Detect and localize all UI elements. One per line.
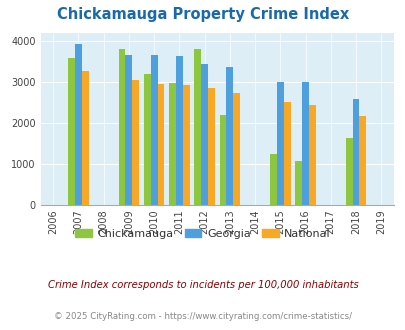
Bar xyxy=(226,67,232,205)
Bar xyxy=(132,81,139,205)
Bar xyxy=(169,83,175,205)
Bar xyxy=(201,64,207,205)
Bar xyxy=(150,55,157,205)
Bar xyxy=(125,55,132,205)
Bar xyxy=(175,56,182,205)
Bar xyxy=(294,161,301,205)
Bar xyxy=(157,84,164,205)
Bar xyxy=(143,74,150,205)
Bar xyxy=(194,50,201,205)
Bar xyxy=(301,82,308,205)
Bar xyxy=(219,115,226,205)
Bar xyxy=(308,105,315,205)
Bar xyxy=(276,82,283,205)
Bar xyxy=(358,116,365,205)
Legend: Chickamauga, Georgia, National: Chickamauga, Georgia, National xyxy=(71,225,334,244)
Bar xyxy=(269,154,276,205)
Text: Chickamauga Property Crime Index: Chickamauga Property Crime Index xyxy=(57,7,348,22)
Bar xyxy=(352,99,358,205)
Bar xyxy=(207,88,214,205)
Bar xyxy=(118,49,125,205)
Text: Crime Index corresponds to incidents per 100,000 inhabitants: Crime Index corresponds to incidents per… xyxy=(47,280,358,290)
Text: © 2025 CityRating.com - https://www.cityrating.com/crime-statistics/: © 2025 CityRating.com - https://www.city… xyxy=(54,312,351,321)
Bar xyxy=(75,45,82,205)
Bar xyxy=(283,102,290,205)
Bar xyxy=(232,93,239,205)
Bar xyxy=(82,71,88,205)
Bar xyxy=(182,85,189,205)
Bar xyxy=(68,57,75,205)
Bar xyxy=(345,138,352,205)
